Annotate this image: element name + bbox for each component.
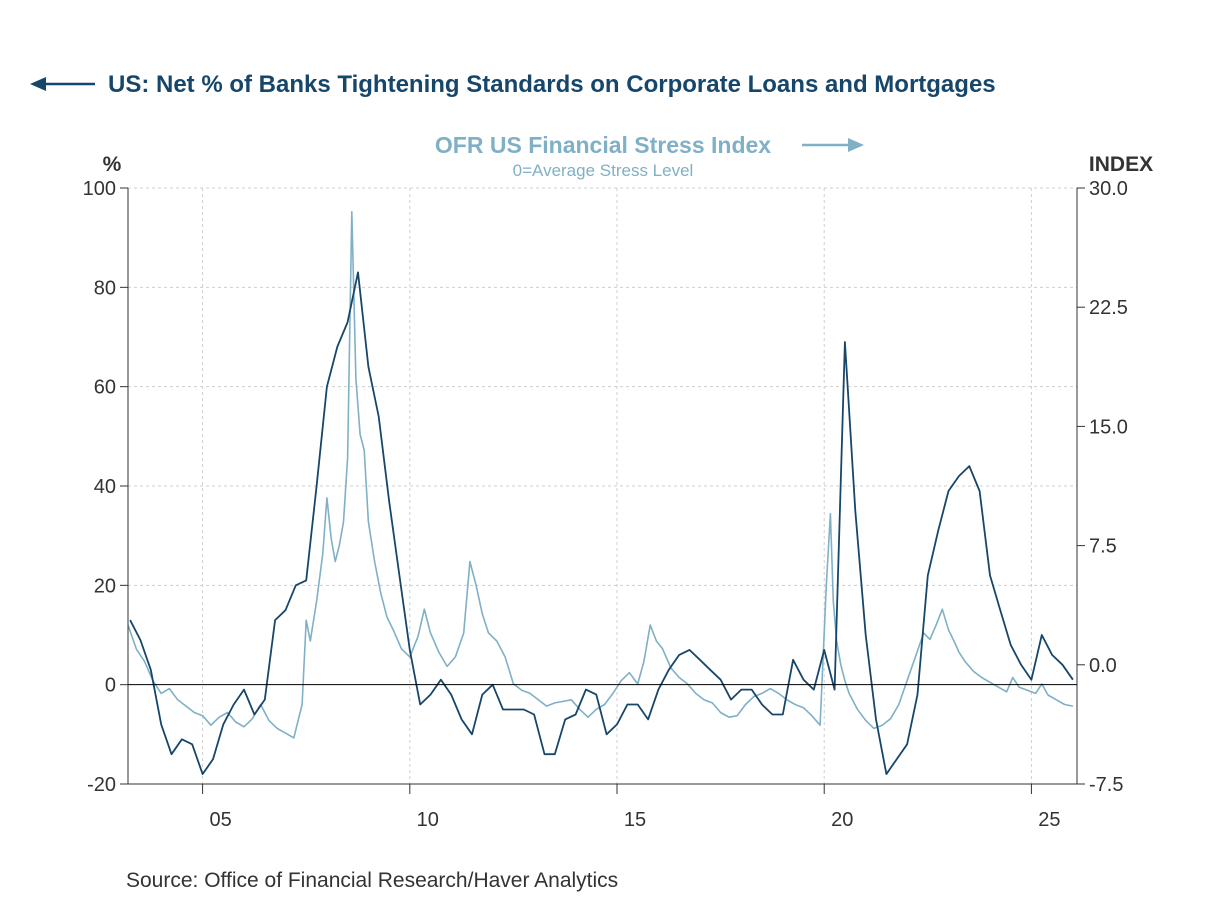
series-left-group [129, 271, 1074, 775]
left-tick-label: 20 [94, 575, 116, 597]
chart-title-right: OFR US Financial Stress Index [435, 132, 771, 158]
series-right-group [127, 211, 1074, 739]
left-tick-label: 40 [94, 476, 116, 498]
right-tick-label: 30.0 [1089, 178, 1128, 200]
right-tick-label: 0.0 [1089, 655, 1117, 677]
left-axis-unit: % [103, 153, 122, 176]
axes [120, 187, 1085, 794]
source-note: Source: Office of Financial Research/Hav… [126, 869, 619, 892]
left-tick-label: 60 [94, 377, 116, 399]
chart-subtitle: 0=Average Stress Level [513, 161, 694, 180]
left-tick-label: 80 [94, 277, 116, 299]
x-tick-label: 05 [209, 809, 231, 831]
right-series-legend: OFR US Financial Stress Index 0=Average … [435, 132, 864, 180]
left-series-legend: US: Net % of Banks Tightening Standards … [30, 71, 996, 98]
tightening-standards-line [129, 271, 1074, 775]
left-tick-label: 100 [83, 178, 116, 200]
left-arrowhead-icon [30, 77, 46, 91]
x-tick-label: 10 [417, 809, 439, 831]
tick-labels: 100 80 60 40 20 0 -20 30.0 22.5 15.0 7.5 0.0 -7.5 05 1… [83, 178, 1128, 831]
right-tick-label: 15.0 [1089, 416, 1128, 438]
right-arrowhead-icon [848, 138, 864, 152]
left-tick-label: 0 [105, 675, 116, 697]
right-tick-label: -7.5 [1089, 774, 1123, 796]
right-tick-label: 22.5 [1089, 297, 1128, 319]
grid [128, 187, 1077, 785]
left-tick-label: -20 [87, 774, 116, 796]
right-tick-label: 7.5 [1089, 536, 1117, 558]
x-tick-label: 15 [624, 809, 646, 831]
stress-index-line [127, 211, 1074, 739]
x-tick-label: 25 [1038, 809, 1060, 831]
right-axis-unit: INDEX [1089, 153, 1153, 176]
chart-title-left: US: Net % of Banks Tightening Standards … [108, 71, 996, 98]
x-tick-label: 20 [831, 809, 853, 831]
